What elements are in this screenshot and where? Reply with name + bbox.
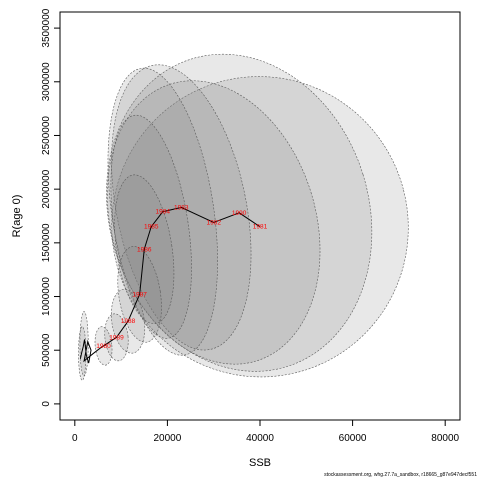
point-label: 1984 [156,209,171,216]
confidence-ellipse [78,326,87,381]
point-label: 1981 [253,224,268,231]
x-tick-label: 80000 [431,433,459,444]
y-tick-label: 2500000 [41,116,52,155]
y-tick-label: 1500000 [41,223,52,262]
point-label: 1990 [232,210,247,217]
x-tick-label: 0 [72,433,78,444]
confidence-ellipses [78,53,409,381]
x-axis-title: SSB [249,457,271,469]
point-label: 1988 [121,318,136,325]
point-label: 1983 [174,204,189,211]
point-label: 1982 [206,219,221,226]
y-tick-label: 0 [41,401,52,407]
y-tick-label: 500000 [41,333,52,367]
y-axis: 0 500000 1000000 1500000 2000000 2500000 30000… [41,8,61,407]
point-label: 1980 [96,343,111,350]
point-label: 1989 [109,334,124,341]
x-tick-label: 40000 [246,433,274,444]
y-tick-label: 3500000 [41,8,52,47]
y-tick-label: 2000000 [41,169,52,208]
stock-recruitment-trajectory-line [79,206,261,364]
y-tick-label: 1000000 [41,277,52,316]
point-label: 1987 [132,291,147,298]
point-label: 1986 [137,246,152,253]
y-tick-label: 3000000 [41,62,52,101]
point-label: 1985 [144,224,159,231]
x-tick-label: 60000 [339,433,367,444]
y-axis-title: R(age 0) [11,195,23,238]
footer-note: stockassessment.org, whg.27.7a_sandbox, … [324,472,477,478]
x-tick-label: 20000 [154,433,182,444]
x-axis: 0 20000 40000 60000 80000 [72,419,460,444]
